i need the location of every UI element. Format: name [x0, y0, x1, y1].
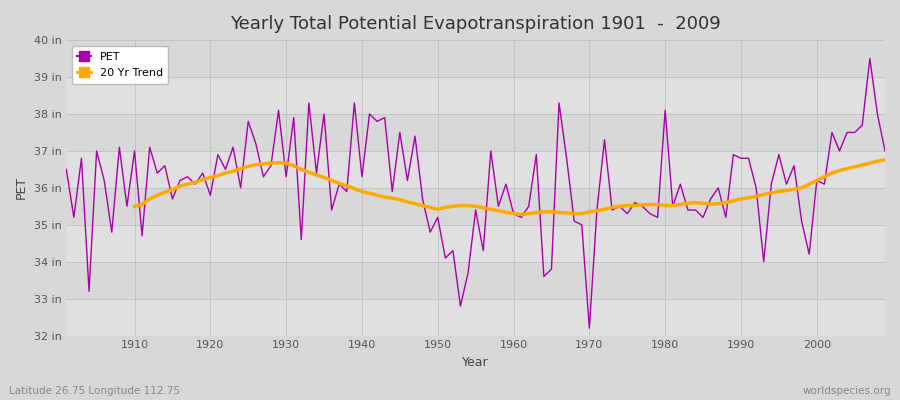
Title: Yearly Total Potential Evapotranspiration 1901  -  2009: Yearly Total Potential Evapotranspiratio… — [230, 15, 721, 33]
Bar — [67, 151, 885, 188]
Bar — [67, 188, 885, 225]
Bar — [67, 40, 885, 77]
Legend: PET, 20 Yr Trend: PET, 20 Yr Trend — [72, 46, 168, 84]
Bar — [67, 262, 885, 299]
X-axis label: Year: Year — [463, 356, 489, 369]
Y-axis label: PET: PET — [15, 176, 28, 200]
Bar — [67, 299, 885, 336]
Bar — [67, 114, 885, 151]
Bar — [67, 225, 885, 262]
Text: worldspecies.org: worldspecies.org — [803, 386, 891, 396]
Text: Latitude 26.75 Longitude 112.75: Latitude 26.75 Longitude 112.75 — [9, 386, 180, 396]
Bar — [67, 77, 885, 114]
